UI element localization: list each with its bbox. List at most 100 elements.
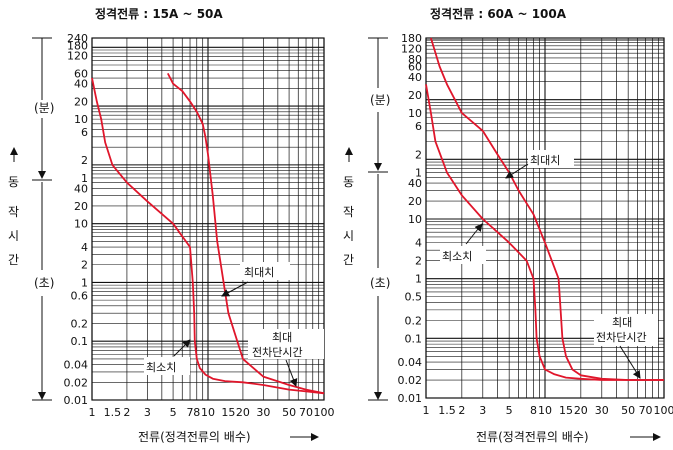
x-tick-label: 1.5 [438, 404, 456, 417]
chart-right-x-ticks: 1 1.5 2 3 5 8 10 15 20 30 50 70 100 [423, 404, 673, 417]
y-tick-label: 0.04 [398, 356, 423, 369]
x-tick-label: 20 [574, 404, 588, 417]
chart-left-series [91, 72, 325, 395]
x-tick-label: 1 [89, 406, 96, 419]
y-tick-label: 2 [415, 149, 422, 162]
x-tick-label: 5 [170, 406, 177, 419]
ylabel-char-3: 시 [8, 229, 19, 243]
x-tick-label: 50 [282, 406, 296, 419]
y-tick-label: 4 [415, 237, 422, 250]
x-tick-label: 10 [201, 406, 215, 419]
unit-sec-label: (초) [34, 276, 54, 290]
chart-left-annotations: 최대치 최소치 최대 전차단시간 [144, 262, 324, 387]
chart-left-x-ticks: 1 1.5 2 3 5 7 8 10 15 20 30 50 70 100 [89, 406, 335, 419]
x-tick-label: 30 [256, 406, 270, 419]
series-line-min [425, 84, 664, 381]
annotation-min: 최소치 [146, 361, 176, 374]
chart-right-title: 정격전류 : 60A ~ 100A [430, 6, 567, 21]
x-tick-label: 7 [187, 406, 194, 419]
y-tick-label: 20 [408, 195, 422, 208]
y-tick-label: 10 [408, 107, 422, 120]
y-tick-label: 6 [81, 126, 88, 139]
annotation-total-2-right: 전차단시간 [596, 331, 647, 344]
chart-right-xlabel: 전류(정격전류의 배수) [476, 430, 589, 444]
chart-right-ylabel: (분) (초) 동 작 시 간 [343, 37, 390, 401]
chart-left-ylabel: (분) (초) 동 작 시 간 [8, 37, 54, 401]
x-tick-label: 100 [314, 406, 335, 419]
x-tick-label: 5 [506, 404, 513, 417]
x-tick-label: 30 [595, 404, 609, 417]
y-tick-label: 40 [74, 78, 88, 91]
y-tick-label: 0.02 [398, 374, 423, 387]
x-tick-label: 8 [193, 406, 200, 419]
y-tick-label: 2 [81, 259, 88, 272]
series-line-min [91, 77, 325, 395]
y-tick-label: 60 [408, 60, 422, 73]
y-tick-label: 2 [415, 255, 422, 268]
chart-left-title: 정격전류 : 15A ~ 50A [95, 6, 223, 21]
x-tick-label: 2 [458, 404, 465, 417]
ylabel-char-4-right: 간 [343, 253, 354, 267]
x-tick-label: 20 [236, 406, 250, 419]
y-tick-label: 0.6 [71, 289, 89, 302]
y-tick-label: 0.1 [71, 335, 89, 348]
x-tick-label: 3 [144, 406, 151, 419]
annotation-max-right: 최대치 [530, 154, 560, 167]
annotation-total-1-right: 최대 [612, 316, 632, 329]
y-tick-label: 20 [74, 95, 88, 108]
ylabel-char-1-right: 동 [343, 175, 354, 189]
x-tick-label: 15 [221, 406, 235, 419]
x-tick-label: 100 [654, 404, 673, 417]
ylabel-char-3-right: 시 [343, 229, 354, 243]
y-tick-label: 1 [415, 273, 422, 286]
chart-right: 정격전류 : 60A ~ 100A 1801208060402010621402… [343, 6, 673, 444]
x-tick-label: 2 [123, 406, 130, 419]
chart-left: 정격전류 : 15A ~ 50A 24012018060402010621402… [8, 6, 335, 444]
x-tick-label: 50 [621, 404, 635, 417]
y-tick-label: 1 [81, 172, 88, 185]
x-tick-label: 3 [479, 404, 486, 417]
y-tick-label: 0.5 [405, 291, 423, 304]
y-tick-label: 4 [81, 241, 88, 254]
y-tick-label: 0.1 [405, 332, 423, 345]
y-tick-label: 60 [74, 67, 88, 80]
x-tick-label: 70 [639, 404, 653, 417]
chart-right-y-ticks: 18012080604020106214020104210.50.20.10.0… [398, 32, 423, 405]
annotation-min-right: 최소치 [442, 250, 472, 263]
chart-left-y-ticks: 240120180604020106214020104210.60.20.10.… [64, 32, 89, 407]
y-tick-label: 6 [415, 120, 422, 133]
y-tick-label: 0.04 [64, 359, 89, 372]
y-tick-label: 40 [408, 177, 422, 190]
y-tick-label: 10 [74, 218, 88, 231]
y-tick-label: 1 [415, 167, 422, 180]
y-tick-label: 20 [408, 89, 422, 102]
y-tick-label: 2 [81, 154, 88, 167]
y-tick-label: 0.2 [71, 318, 89, 331]
y-tick-label: 0.01 [398, 392, 423, 405]
y-tick-label: 40 [74, 182, 88, 195]
x-tick-label: 10 [538, 404, 552, 417]
y-tick-label: 0.02 [64, 376, 89, 389]
unit-min-label: (분) [34, 101, 54, 115]
y-tick-label: 10 [74, 113, 88, 126]
series-line-max [166, 72, 325, 395]
annotation-max: 최대치 [244, 266, 274, 279]
y-tick-label: 80 [408, 53, 422, 66]
y-tick-label: 120 [401, 43, 422, 56]
y-tick-label: 240 [67, 32, 88, 45]
x-tick-label: 70 [299, 406, 313, 419]
y-tick-label: 20 [74, 200, 88, 213]
y-tick-label: 10 [408, 213, 422, 226]
y-tick-label: 180 [67, 39, 88, 52]
chart-right-series [425, 37, 664, 381]
x-tick-label: 8 [530, 404, 537, 417]
ylabel-char-2-right: 작 [343, 205, 354, 219]
x-tick-label: 1 [423, 404, 430, 417]
annotation-total-2: 전차단시간 [252, 346, 303, 359]
unit-sec-label-right: (초) [370, 276, 390, 290]
x-tick-label: 1.5 [104, 406, 122, 419]
y-tick-label: 1 [81, 276, 88, 289]
chart-right-annotations: 최대치 최소치 최대 전차단시간 [440, 150, 658, 379]
ylabel-char-4: 간 [8, 253, 19, 267]
